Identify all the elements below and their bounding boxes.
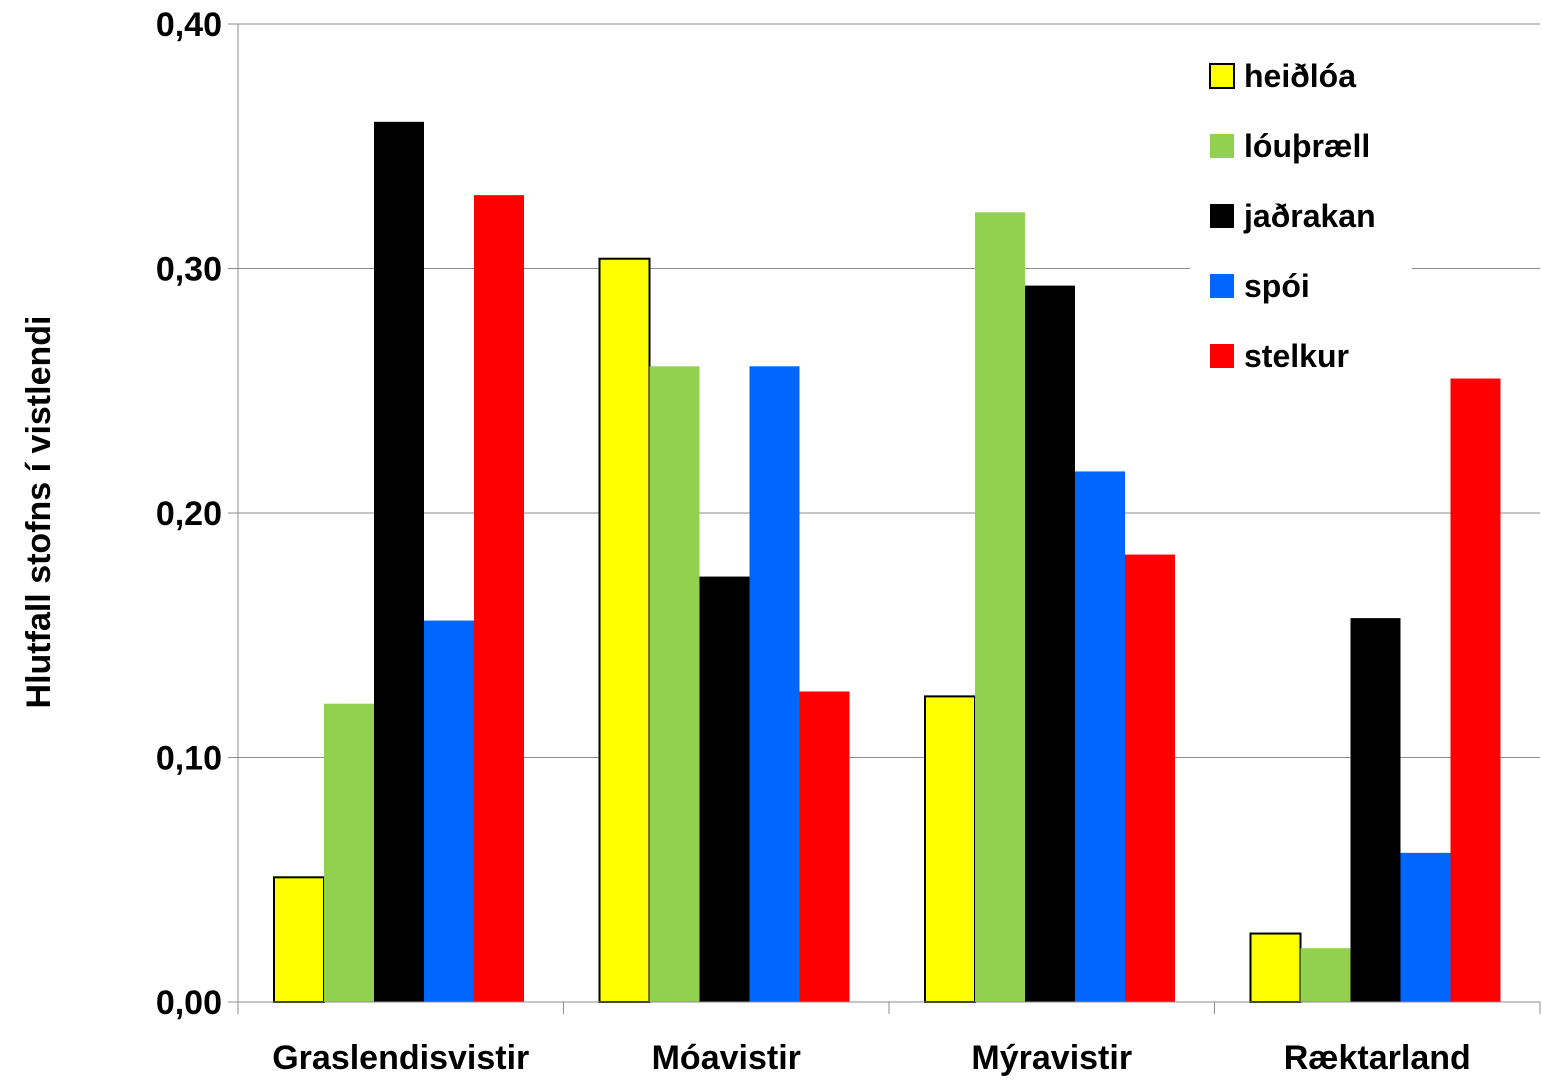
legend-swatch	[1210, 204, 1234, 228]
x-category-label: Ræktarland	[1284, 1039, 1471, 1077]
bar	[1300, 948, 1351, 1002]
bar	[1075, 471, 1125, 1002]
x-category-labels: Graslendisvistir Móavistir Mýravistir Rækta…	[272, 1039, 1471, 1077]
bar	[324, 703, 374, 1002]
legend-label: jaðrakan	[1243, 198, 1376, 234]
legend-swatch	[1210, 344, 1234, 368]
legend: heiðlóa lóuþræll jaðrakan spói stelkur	[1190, 40, 1412, 380]
legend-label: spói	[1244, 268, 1310, 304]
legend-swatch	[1210, 274, 1234, 298]
y-tick-label: 0,40	[156, 6, 222, 44]
x-category-label: Mýravistir	[971, 1039, 1132, 1077]
bar	[1025, 285, 1075, 1002]
bar	[749, 366, 800, 1002]
bar	[273, 876, 325, 1003]
bar	[799, 691, 850, 1002]
legend-label: lóuþræll	[1244, 128, 1370, 164]
y-tick-label: 0,30	[156, 251, 222, 289]
bar	[1249, 932, 1302, 1003]
gridlines	[238, 23, 1540, 758]
y-tick-labels: 0,00 0,10 0,20 0,30 0,40	[156, 6, 222, 1022]
y-tick-label: 0,10	[156, 740, 222, 778]
bar	[1125, 554, 1175, 1002]
bar	[699, 576, 750, 1002]
y-axis-title: Hlutfall stofns í vistlendi	[20, 316, 58, 709]
bar	[1400, 852, 1451, 1002]
x-category-label: Graslendisvistir	[272, 1039, 529, 1077]
bars	[273, 121, 1501, 1004]
bar	[598, 257, 651, 1004]
legend-label: heiðlóa	[1244, 58, 1356, 94]
bar	[374, 121, 424, 1003]
y-tick-label: 0,00	[156, 984, 222, 1022]
legend-label: stelkur	[1244, 338, 1349, 374]
bar	[924, 695, 976, 1003]
axes	[228, 23, 1541, 1014]
bar	[649, 366, 700, 1002]
legend-swatch	[1210, 134, 1234, 158]
legend-swatch	[1209, 63, 1235, 89]
bar	[975, 212, 1025, 1002]
bar	[474, 195, 524, 1002]
y-tick-label: 0,20	[156, 495, 222, 533]
x-category-label: Móavistir	[652, 1039, 801, 1077]
bar	[424, 620, 474, 1002]
bar	[1450, 378, 1501, 1002]
bar	[1350, 618, 1401, 1002]
